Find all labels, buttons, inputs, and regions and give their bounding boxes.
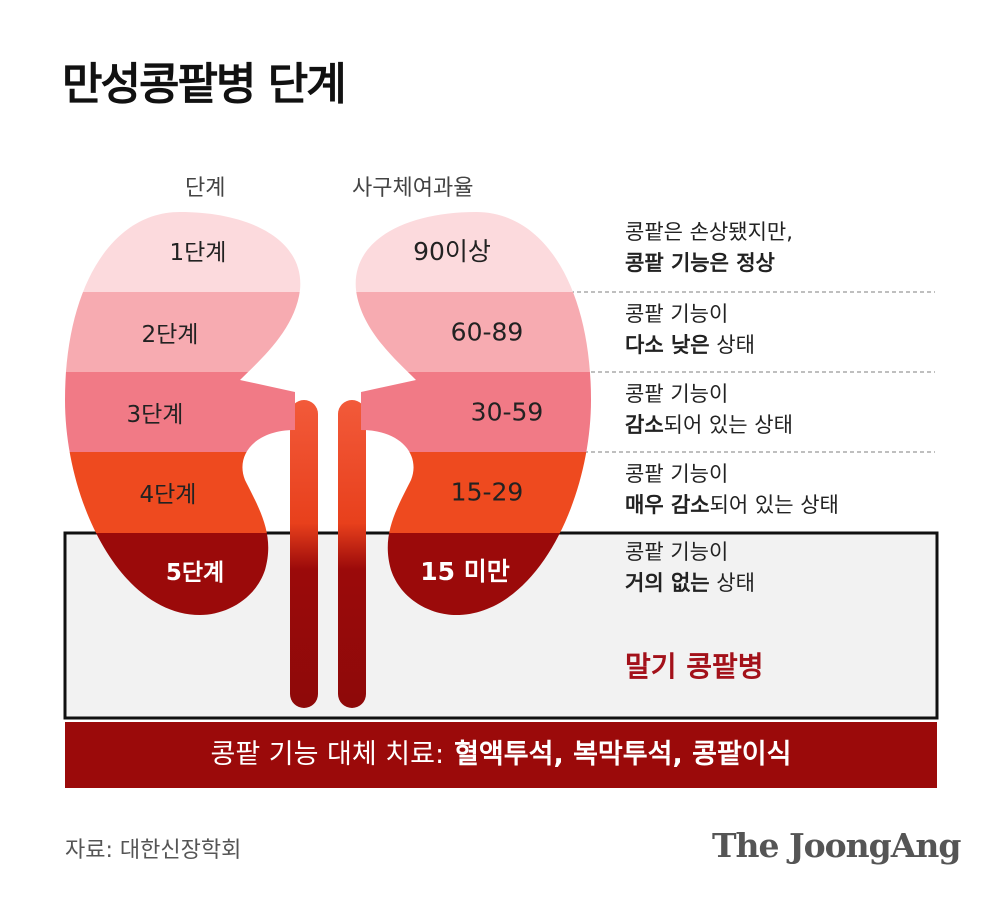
description-text: 콩팥 기능이 <box>625 462 729 486</box>
stage-label: 3단계 <box>126 402 184 428</box>
description-line: 감소되어 있는 상태 <box>625 410 793 441</box>
column-header: 단계 <box>185 176 226 201</box>
description-text: 상태 <box>709 333 755 357</box>
description-line: 콩팥 기능이 <box>625 379 793 410</box>
gfr-value: 30-59 <box>470 397 544 427</box>
description-line: 콩팥 기능이 <box>625 459 839 490</box>
title: 만성콩팥병 단계 <box>62 59 347 110</box>
dividers <box>570 291 935 453</box>
gfr-value: 15-29 <box>450 477 524 507</box>
description-text: 상태 <box>709 571 755 595</box>
description-line: 콩팥 기능이 <box>625 299 755 330</box>
end-stage-label: 말기 콩팥병 <box>625 650 764 683</box>
description-text: 감소 <box>625 413 664 437</box>
source: 자료: 대한신장학회 <box>65 838 242 863</box>
treatment-text: 혈액투석, 복막투석, 콩팥이식 <box>454 739 792 770</box>
description-text: 매우 감소 <box>625 493 710 517</box>
ureter <box>290 400 318 708</box>
stage-description: 콩팥은 손상됐지만, 콩팥 기능은 정상 <box>625 217 793 279</box>
stage-label: 5단계 <box>165 560 225 586</box>
gfr-value: 60-89 <box>450 317 524 347</box>
description-line: 콩팥 기능은 정상 <box>625 248 793 279</box>
stage-label: 4단계 <box>139 482 197 508</box>
treatment-banner <box>65 722 937 788</box>
column-header: 사구체여과율 <box>352 176 474 201</box>
description-text: 다소 낮은 <box>625 333 710 357</box>
description-line: 콩팥은 손상됐지만, <box>625 217 793 248</box>
description-text: 콩팥 기능이 <box>625 382 729 406</box>
description-text: 되어 있는 상태 <box>663 413 793 437</box>
gfr-value: 90이상 <box>413 237 491 266</box>
stage-label: 1단계 <box>169 240 227 266</box>
gfr-value: 15 미만 <box>420 557 510 586</box>
description-text: 거의 없는 <box>625 571 710 595</box>
description-text: 콩팥 기능이 <box>625 540 729 564</box>
ureter <box>338 400 366 708</box>
logo: The JoongAng <box>712 826 961 865</box>
stage-label: 2단계 <box>141 322 199 348</box>
description-line: 매우 감소되어 있는 상태 <box>625 490 839 521</box>
treatment-text: 콩팥 기능 대체 치료: <box>210 739 445 770</box>
description-text: 콩팥은 손상됐지만, <box>625 220 793 244</box>
description-line: 다소 낮은 상태 <box>625 330 755 361</box>
treatment: 콩팥 기능 대체 치료: 혈액투석, 복막투석, 콩팥이식 <box>65 722 937 788</box>
description-line: 콩팥 기능이 <box>625 537 755 568</box>
description-text: 되어 있는 상태 <box>709 493 839 517</box>
description-text: 콩팥 기능은 정상 <box>625 251 775 275</box>
description-text: 콩팥 기능이 <box>625 302 729 326</box>
description-line: 거의 없는 상태 <box>625 568 755 599</box>
